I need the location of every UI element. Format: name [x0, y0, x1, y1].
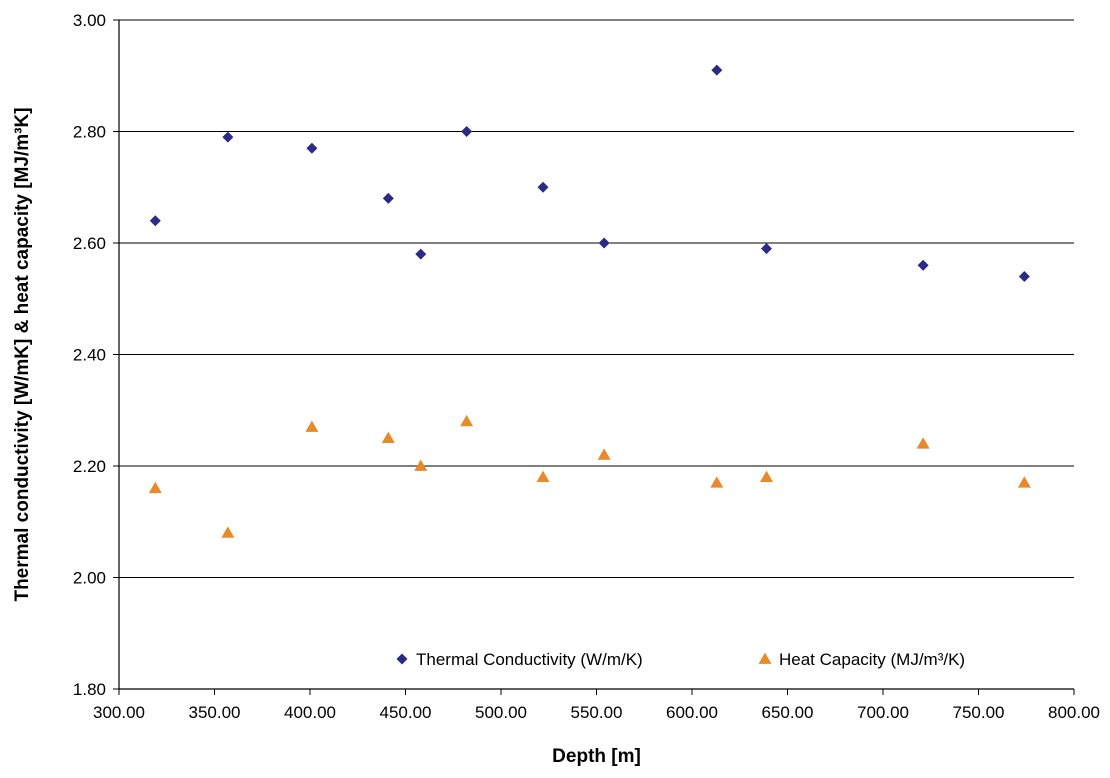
- y-tick-label: 1.80: [73, 680, 106, 699]
- triangle-point: [460, 414, 474, 427]
- triangle-point: [1017, 476, 1031, 488]
- diamond-point: [306, 142, 318, 154]
- y-tick-labels: 1.80 2.00 2.20 2.40 2.60 2.80 3.00: [73, 11, 106, 699]
- x-tick-label: 350.00: [189, 703, 241, 722]
- x-tick-label: 550.00: [571, 703, 623, 722]
- axes: [113, 19, 1075, 695]
- diamond-point: [760, 243, 772, 255]
- triangle-point: [305, 420, 319, 432]
- x-tick-labels: 300.00 350.00 400.00 450.00 500.00 550.00 600.…: [93, 703, 1100, 722]
- x-tick-label: 400.00: [284, 703, 336, 722]
- triangle-point: [597, 448, 611, 460]
- x-tick-label: 700.00: [857, 703, 909, 722]
- diamond-point: [149, 215, 161, 227]
- data-points: [148, 64, 1031, 538]
- diamond-point: [598, 237, 610, 249]
- series-thermal-conductivity: [149, 64, 1030, 282]
- triangle-point: [759, 470, 773, 483]
- y-tick-label: 2.40: [73, 346, 106, 365]
- diamond-point: [917, 259, 929, 271]
- triangle-point: [916, 437, 930, 449]
- triangle-point: [536, 470, 550, 483]
- legend-triangle-marker: [758, 652, 772, 664]
- legend: Thermal Conductivity (W/m/K) Heat Capacit…: [396, 650, 965, 669]
- x-tick-label: 800.00: [1048, 703, 1100, 722]
- y-tick-label: 2.80: [73, 123, 106, 142]
- x-tick-label: 500.00: [475, 703, 527, 722]
- diamond-point: [1018, 270, 1030, 282]
- legend-item: Heat Capacity (MJ/m³/K): [758, 650, 965, 669]
- x-tick-label: 750.00: [953, 703, 1005, 722]
- diamond-point: [222, 131, 234, 143]
- triangle-point: [148, 481, 162, 494]
- triangle-point: [221, 526, 235, 538]
- triangle-point: [710, 476, 724, 488]
- legend-item: Thermal Conductivity (W/m/K): [396, 650, 643, 669]
- triangle-point: [381, 431, 395, 443]
- diamond-point: [415, 248, 427, 260]
- gridlines: [119, 19, 1074, 578]
- y-tick-label: 2.20: [73, 457, 106, 476]
- y-tick-label: 2.00: [73, 569, 106, 588]
- x-tick-label: 600.00: [666, 703, 718, 722]
- legend-diamond-marker: [396, 653, 408, 665]
- y-tick-label: 2.60: [73, 234, 106, 253]
- diamond-point: [461, 126, 473, 137]
- x-tick-label: 450.00: [380, 703, 432, 722]
- diamond-point: [382, 192, 394, 204]
- diamond-point: [711, 64, 723, 76]
- legend-label: Thermal Conductivity (W/m/K): [416, 650, 643, 669]
- triangle-point: [414, 459, 428, 471]
- y-tick-label: 3.00: [73, 11, 106, 30]
- x-tick-label: 650.00: [762, 703, 814, 722]
- x-tick-label: 300.00: [93, 703, 145, 722]
- y-axis-title: Thermal conductivity [W/mK] & heat capac…: [12, 107, 33, 601]
- diamond-point: [537, 181, 549, 193]
- legend-label: Heat Capacity (MJ/m³/K): [779, 650, 965, 669]
- series-heat-capacity: [148, 414, 1031, 538]
- x-axis-title: Depth [m]: [552, 746, 641, 767]
